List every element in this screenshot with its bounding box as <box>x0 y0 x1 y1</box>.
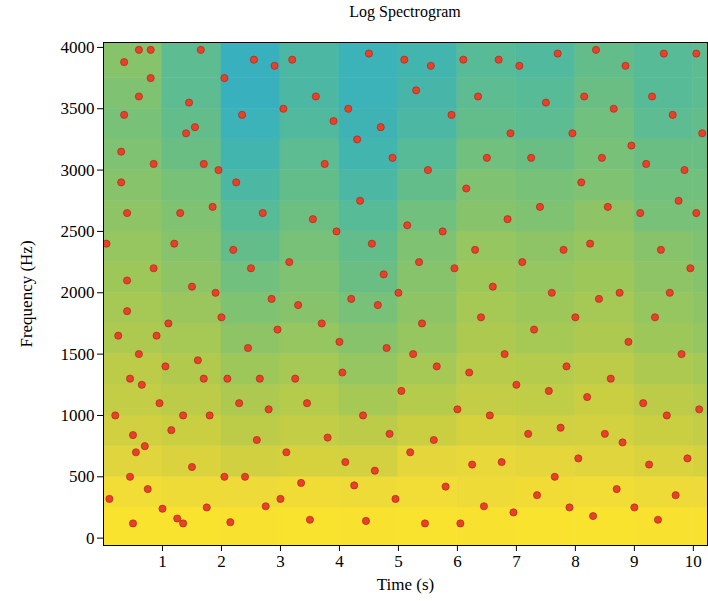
svg-text:4000: 4000 <box>61 38 95 57</box>
svg-text:2500: 2500 <box>61 222 95 241</box>
svg-text:4: 4 <box>335 552 344 571</box>
svg-text:Time (s): Time (s) <box>377 575 434 594</box>
svg-text:6: 6 <box>453 552 462 571</box>
svg-text:2000: 2000 <box>61 283 95 302</box>
svg-text:1: 1 <box>158 552 167 571</box>
html-text:Log Spectrogram: Log Spectrogram <box>349 3 461 20</box>
svg-text:8: 8 <box>571 552 580 571</box>
svg-text:9: 9 <box>630 552 639 571</box>
svg-text:3000: 3000 <box>61 161 95 180</box>
svg-text:2: 2 <box>217 552 226 571</box>
svg-text:3500: 3500 <box>61 99 95 118</box>
svg-text:1500: 1500 <box>61 345 95 364</box>
svg-text:Frequency (Hz): Frequency (Hz) <box>17 240 36 347</box>
svg-text:10: 10 <box>685 552 702 571</box>
svg-text:7: 7 <box>512 552 521 571</box>
svg-text:0: 0 <box>86 529 95 548</box>
svg-text:3: 3 <box>276 552 285 571</box>
svg-text:500: 500 <box>69 467 95 486</box>
svg-text:1000: 1000 <box>61 406 95 425</box>
svg-text:5: 5 <box>394 552 403 571</box>
